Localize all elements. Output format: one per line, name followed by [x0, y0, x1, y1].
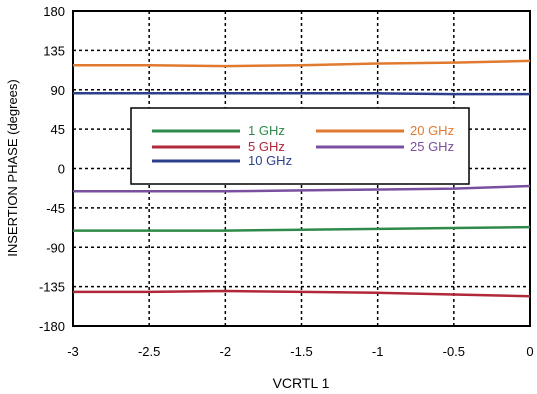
- series-line: [73, 59, 531, 68]
- y-tick-label: 180: [43, 4, 65, 19]
- y-tick-label: 90: [51, 83, 65, 98]
- series-lines: [73, 59, 531, 298]
- x-tick-label: -1: [372, 344, 384, 359]
- x-tick-label: -3: [67, 344, 79, 359]
- x-tick-label: -2.5: [138, 344, 160, 359]
- legend-label: 20 GHz: [410, 123, 454, 138]
- series-line: [73, 225, 531, 232]
- legend-label: 25 GHz: [410, 139, 454, 154]
- legend-label: 1 GHz: [248, 123, 285, 138]
- legend-label: 5 GHz: [248, 139, 285, 154]
- y-tick-label: -45: [46, 201, 65, 216]
- y-axis-label: INSERTION PHASE (degrees): [5, 79, 20, 256]
- y-tick-label: -135: [39, 280, 65, 295]
- x-tick-label: -0.5: [443, 344, 465, 359]
- x-tick-label: -1.5: [290, 344, 312, 359]
- series-line: [73, 92, 530, 96]
- y-tick-label: -180: [39, 319, 65, 334]
- legend-label: 10 GHz: [248, 153, 292, 168]
- series-line: [73, 289, 531, 298]
- x-tick-label: 0: [526, 344, 533, 359]
- y-tick-label: 45: [51, 122, 65, 137]
- series-line: [73, 184, 531, 193]
- y-tick-label: -90: [46, 240, 65, 255]
- y-axis-tick-labels: 180 135 90 45 0 -45 -90 -135 -180: [39, 4, 65, 334]
- x-axis-label: VCRTL 1: [273, 375, 330, 391]
- y-tick-label: 135: [43, 43, 65, 58]
- y-tick-label: 0: [58, 162, 65, 177]
- x-axis-tick-labels: -3 -2.5 -2 -1.5 -1 -0.5 0: [67, 344, 533, 359]
- x-tick-label: -2: [220, 344, 232, 359]
